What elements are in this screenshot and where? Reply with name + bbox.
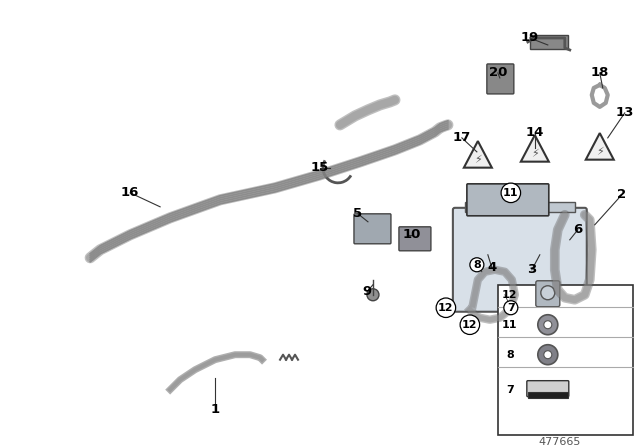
Text: 1: 1 xyxy=(211,403,220,416)
Circle shape xyxy=(367,289,379,301)
FancyBboxPatch shape xyxy=(536,281,560,307)
Text: 16: 16 xyxy=(121,186,140,199)
Text: 17: 17 xyxy=(452,131,471,144)
Text: 13: 13 xyxy=(616,107,634,120)
Text: 11: 11 xyxy=(502,320,518,330)
Bar xyxy=(528,392,568,398)
Polygon shape xyxy=(464,141,492,168)
Polygon shape xyxy=(586,133,614,159)
Text: 4: 4 xyxy=(487,261,497,274)
Text: 12: 12 xyxy=(438,303,454,313)
Text: 3: 3 xyxy=(527,263,536,276)
Circle shape xyxy=(538,315,558,335)
Text: ⚡: ⚡ xyxy=(474,155,482,165)
Text: 18: 18 xyxy=(591,66,609,79)
Text: 7: 7 xyxy=(506,385,514,395)
Circle shape xyxy=(544,351,552,359)
FancyBboxPatch shape xyxy=(354,214,391,244)
Text: 11: 11 xyxy=(503,188,518,198)
FancyBboxPatch shape xyxy=(487,64,514,94)
FancyBboxPatch shape xyxy=(399,227,431,251)
Text: 2: 2 xyxy=(617,188,627,201)
Circle shape xyxy=(541,286,555,300)
Circle shape xyxy=(538,345,558,365)
FancyBboxPatch shape xyxy=(527,381,569,396)
Text: 5: 5 xyxy=(353,207,362,220)
Bar xyxy=(530,35,568,49)
Text: 14: 14 xyxy=(525,126,544,139)
Text: 12: 12 xyxy=(502,290,518,300)
Text: 477665: 477665 xyxy=(539,437,581,447)
FancyBboxPatch shape xyxy=(453,208,587,312)
Text: 7: 7 xyxy=(507,303,515,313)
Text: 8: 8 xyxy=(506,350,514,360)
Bar xyxy=(498,285,633,435)
Text: ⚡: ⚡ xyxy=(596,147,604,157)
Polygon shape xyxy=(521,135,549,162)
Text: 9: 9 xyxy=(362,285,372,298)
Text: 20: 20 xyxy=(489,66,507,79)
FancyBboxPatch shape xyxy=(467,184,549,216)
Text: 19: 19 xyxy=(521,31,539,44)
Text: 15: 15 xyxy=(311,161,329,174)
Text: ⚡: ⚡ xyxy=(531,149,539,159)
Circle shape xyxy=(544,321,552,329)
Bar xyxy=(465,202,575,212)
Text: 8: 8 xyxy=(473,260,481,270)
Text: 12: 12 xyxy=(462,320,477,330)
Text: 10: 10 xyxy=(403,228,421,241)
Text: 6: 6 xyxy=(573,223,582,236)
